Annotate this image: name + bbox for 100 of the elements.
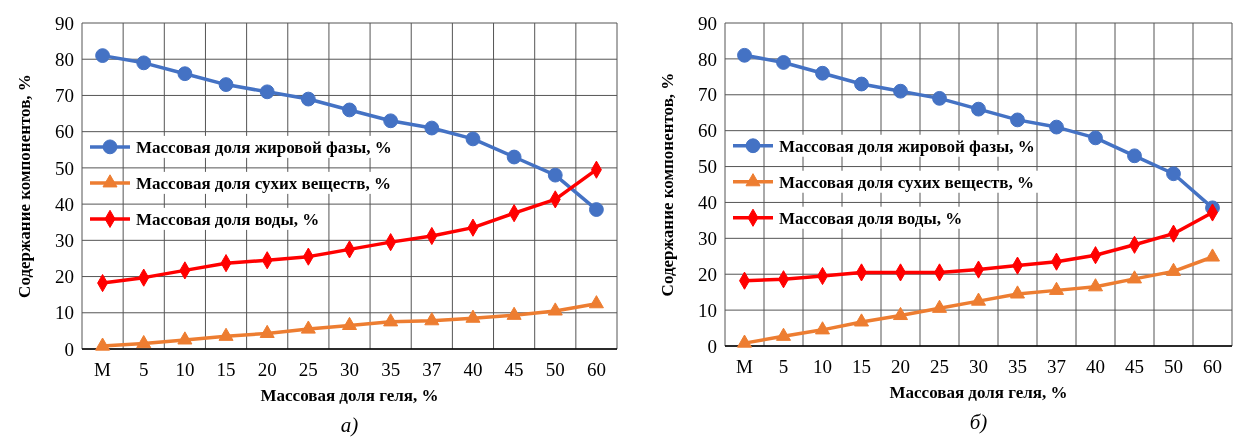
point [893, 306, 909, 321]
x-tick-label: 60 [586, 359, 606, 380]
point [506, 149, 522, 165]
point [776, 55, 791, 70]
point [1165, 262, 1182, 276]
point [1048, 281, 1065, 295]
point [506, 306, 522, 320]
y-tick-label: 40 [698, 192, 717, 214]
x-tick-label: 60 [1203, 356, 1222, 377]
point [136, 334, 152, 349]
point [815, 321, 831, 335]
x-tick-label: 50 [545, 359, 565, 380]
point [737, 334, 753, 348]
legend-label: Массовая доля сухих веществ, % [779, 172, 1034, 192]
point [383, 313, 399, 327]
y-tick-label: 80 [55, 48, 74, 70]
y-tick-label: 60 [698, 120, 717, 142]
legend-label: Массовая доля жировой фазы, % [779, 136, 1035, 156]
x-axis-title: Массовая доля геля, % [260, 386, 439, 405]
point [1087, 278, 1104, 292]
x-tick-label: 37 [1047, 356, 1066, 377]
point [854, 313, 870, 327]
x-tick-label: 5 [778, 356, 789, 377]
point [342, 102, 357, 118]
point [300, 320, 316, 334]
point [932, 299, 948, 313]
point [854, 76, 869, 92]
x-tick-label: 45 [1125, 356, 1144, 377]
point [588, 295, 604, 309]
point [971, 101, 986, 117]
point [177, 331, 193, 345]
y-tick-label: 10 [55, 302, 74, 324]
x-tick-label: 40 [463, 359, 483, 380]
point [547, 302, 563, 316]
y-tick-label: 30 [698, 227, 717, 249]
point [1049, 119, 1064, 135]
point [1126, 270, 1143, 284]
x-tick-label: 50 [1164, 356, 1183, 377]
y-tick-label: 30 [55, 229, 74, 251]
x-tick-label: 35 [381, 359, 401, 380]
x-tick-label: 35 [1008, 356, 1027, 377]
point [342, 316, 358, 330]
point [177, 66, 193, 82]
x-tick-label: 10 [175, 359, 195, 380]
point [136, 55, 152, 71]
point [259, 84, 275, 100]
point [1010, 112, 1025, 128]
x-tick-label: 20 [891, 356, 910, 377]
point [1127, 148, 1142, 164]
y-tick-label: 20 [55, 266, 74, 288]
point [932, 90, 947, 106]
point [95, 337, 111, 351]
point [465, 309, 481, 323]
x-tick-label: 30 [340, 359, 359, 380]
y-tick-label: 40 [55, 193, 74, 215]
y-tick-label: 80 [698, 48, 717, 70]
point [776, 327, 792, 341]
y-tick-label: 90 [55, 12, 74, 34]
legend-label: Массовая доля воды, % [136, 209, 320, 229]
point [300, 91, 316, 107]
x-tick-label: 25 [298, 359, 318, 380]
point [1166, 166, 1181, 182]
y-tick-label: 20 [698, 263, 717, 285]
x-axis-title: Массовая доля геля, % [889, 383, 1068, 402]
text: а) [340, 413, 359, 437]
x-tick-label: 5 [138, 359, 149, 380]
point [1204, 248, 1221, 262]
y-axis-title: Содержание компонентов, % [15, 74, 34, 298]
point [218, 77, 234, 92]
point [383, 113, 399, 129]
y-tick-label: 50 [698, 156, 717, 178]
point [589, 202, 604, 217]
text: б) [969, 410, 988, 434]
point [424, 312, 440, 326]
x-tick-label: 30 [969, 356, 988, 377]
point [893, 83, 908, 99]
x-tick-label: 10 [813, 356, 832, 377]
x-tick-label: 40 [1086, 356, 1105, 377]
y-tick-label: 50 [55, 157, 74, 179]
point [95, 48, 110, 63]
x-tick-label: 20 [257, 359, 277, 380]
y-tick-label: 0 [64, 338, 74, 360]
legend-label: Массовая доля сухих веществ, % [136, 173, 391, 193]
point [1088, 130, 1103, 146]
x-tick-label: М [736, 356, 754, 377]
point [218, 327, 234, 341]
x-tick-label: 37 [422, 359, 442, 380]
point [547, 167, 563, 183]
y-tick-label: 90 [698, 12, 717, 34]
x-tick-label: 25 [930, 356, 949, 377]
point [259, 324, 275, 338]
point [815, 65, 830, 81]
legend-label: Массовая доля жировой фазы, % [136, 137, 392, 157]
x-tick-label: 15 [216, 359, 236, 380]
point [1010, 285, 1026, 299]
y-tick-label: 70 [698, 84, 717, 106]
y-tick-label: 0 [707, 335, 717, 357]
point [465, 131, 481, 147]
y-tick-label: 70 [55, 85, 74, 107]
point [737, 47, 752, 63]
